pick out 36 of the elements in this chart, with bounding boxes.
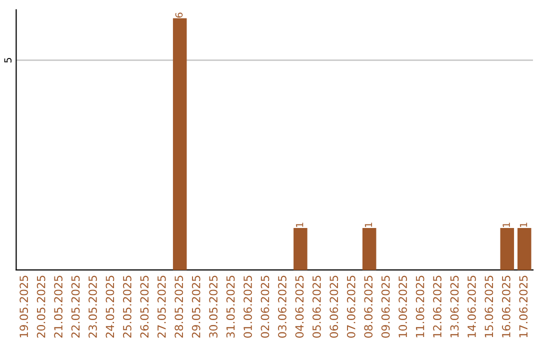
x-tick-label: 09.06.2025 [381, 276, 390, 338]
x-tick-label: 29.05.2025 [192, 276, 200, 338]
x-tick-label: 10.06.2025 [398, 276, 408, 338]
x-tick-label: 22.05.2025 [71, 276, 80, 338]
x-tick-label: 15.06.2025 [484, 276, 494, 338]
x-tick-label: 30.05.2025 [209, 276, 218, 338]
x-tick-label: 19.05.2025 [20, 276, 28, 338]
data-label: 1 [364, 222, 372, 227]
x-tick-label: 05.06.2025 [312, 276, 321, 338]
x-tick-label: 02.06.2025 [260, 276, 270, 338]
x-tick-label: 20.05.2025 [36, 276, 46, 338]
x-tick-label: 21.05.2025 [54, 276, 62, 338]
x-tick-label: 16.06.2025 [502, 276, 510, 338]
x-tick-label: 12.06.2025 [433, 276, 442, 338]
x-tick-label: 01.06.2025 [244, 276, 252, 338]
x-tick-label: 03.06.2025 [278, 276, 286, 338]
data-label: 1 [296, 222, 304, 227]
x-tick-label: 07.06.2025 [346, 276, 356, 338]
x-tick-label: 27.05.2025 [157, 276, 166, 338]
x-tick-label: 25.05.2025 [122, 276, 132, 338]
x-tick-label: 26.05.2025 [140, 276, 149, 338]
x-tick-label: 23.05.2025 [88, 276, 97, 338]
x-tick-label: 11.06.2025 [416, 276, 424, 338]
x-tick-label: 31.05.2025 [226, 276, 235, 338]
data-label: 1 [520, 222, 528, 227]
x-tick-label: 17.06.2025 [519, 276, 528, 338]
data-label: 1 [502, 222, 510, 227]
data-label: 6 [175, 12, 183, 18]
x-tick-label: 04.06.2025 [295, 276, 304, 338]
x-tick-label: 28.05.2025 [174, 276, 184, 338]
y-tick-label: 5 [4, 58, 12, 63]
x-tick-label: 24.05.2025 [106, 276, 114, 338]
x-tick-label: 08.06.2025 [364, 276, 373, 338]
x-tick-label: 14.06.2025 [468, 276, 476, 338]
x-tick-label: 13.06.2025 [450, 276, 459, 338]
x-tick-label: 06.06.2025 [330, 276, 338, 338]
